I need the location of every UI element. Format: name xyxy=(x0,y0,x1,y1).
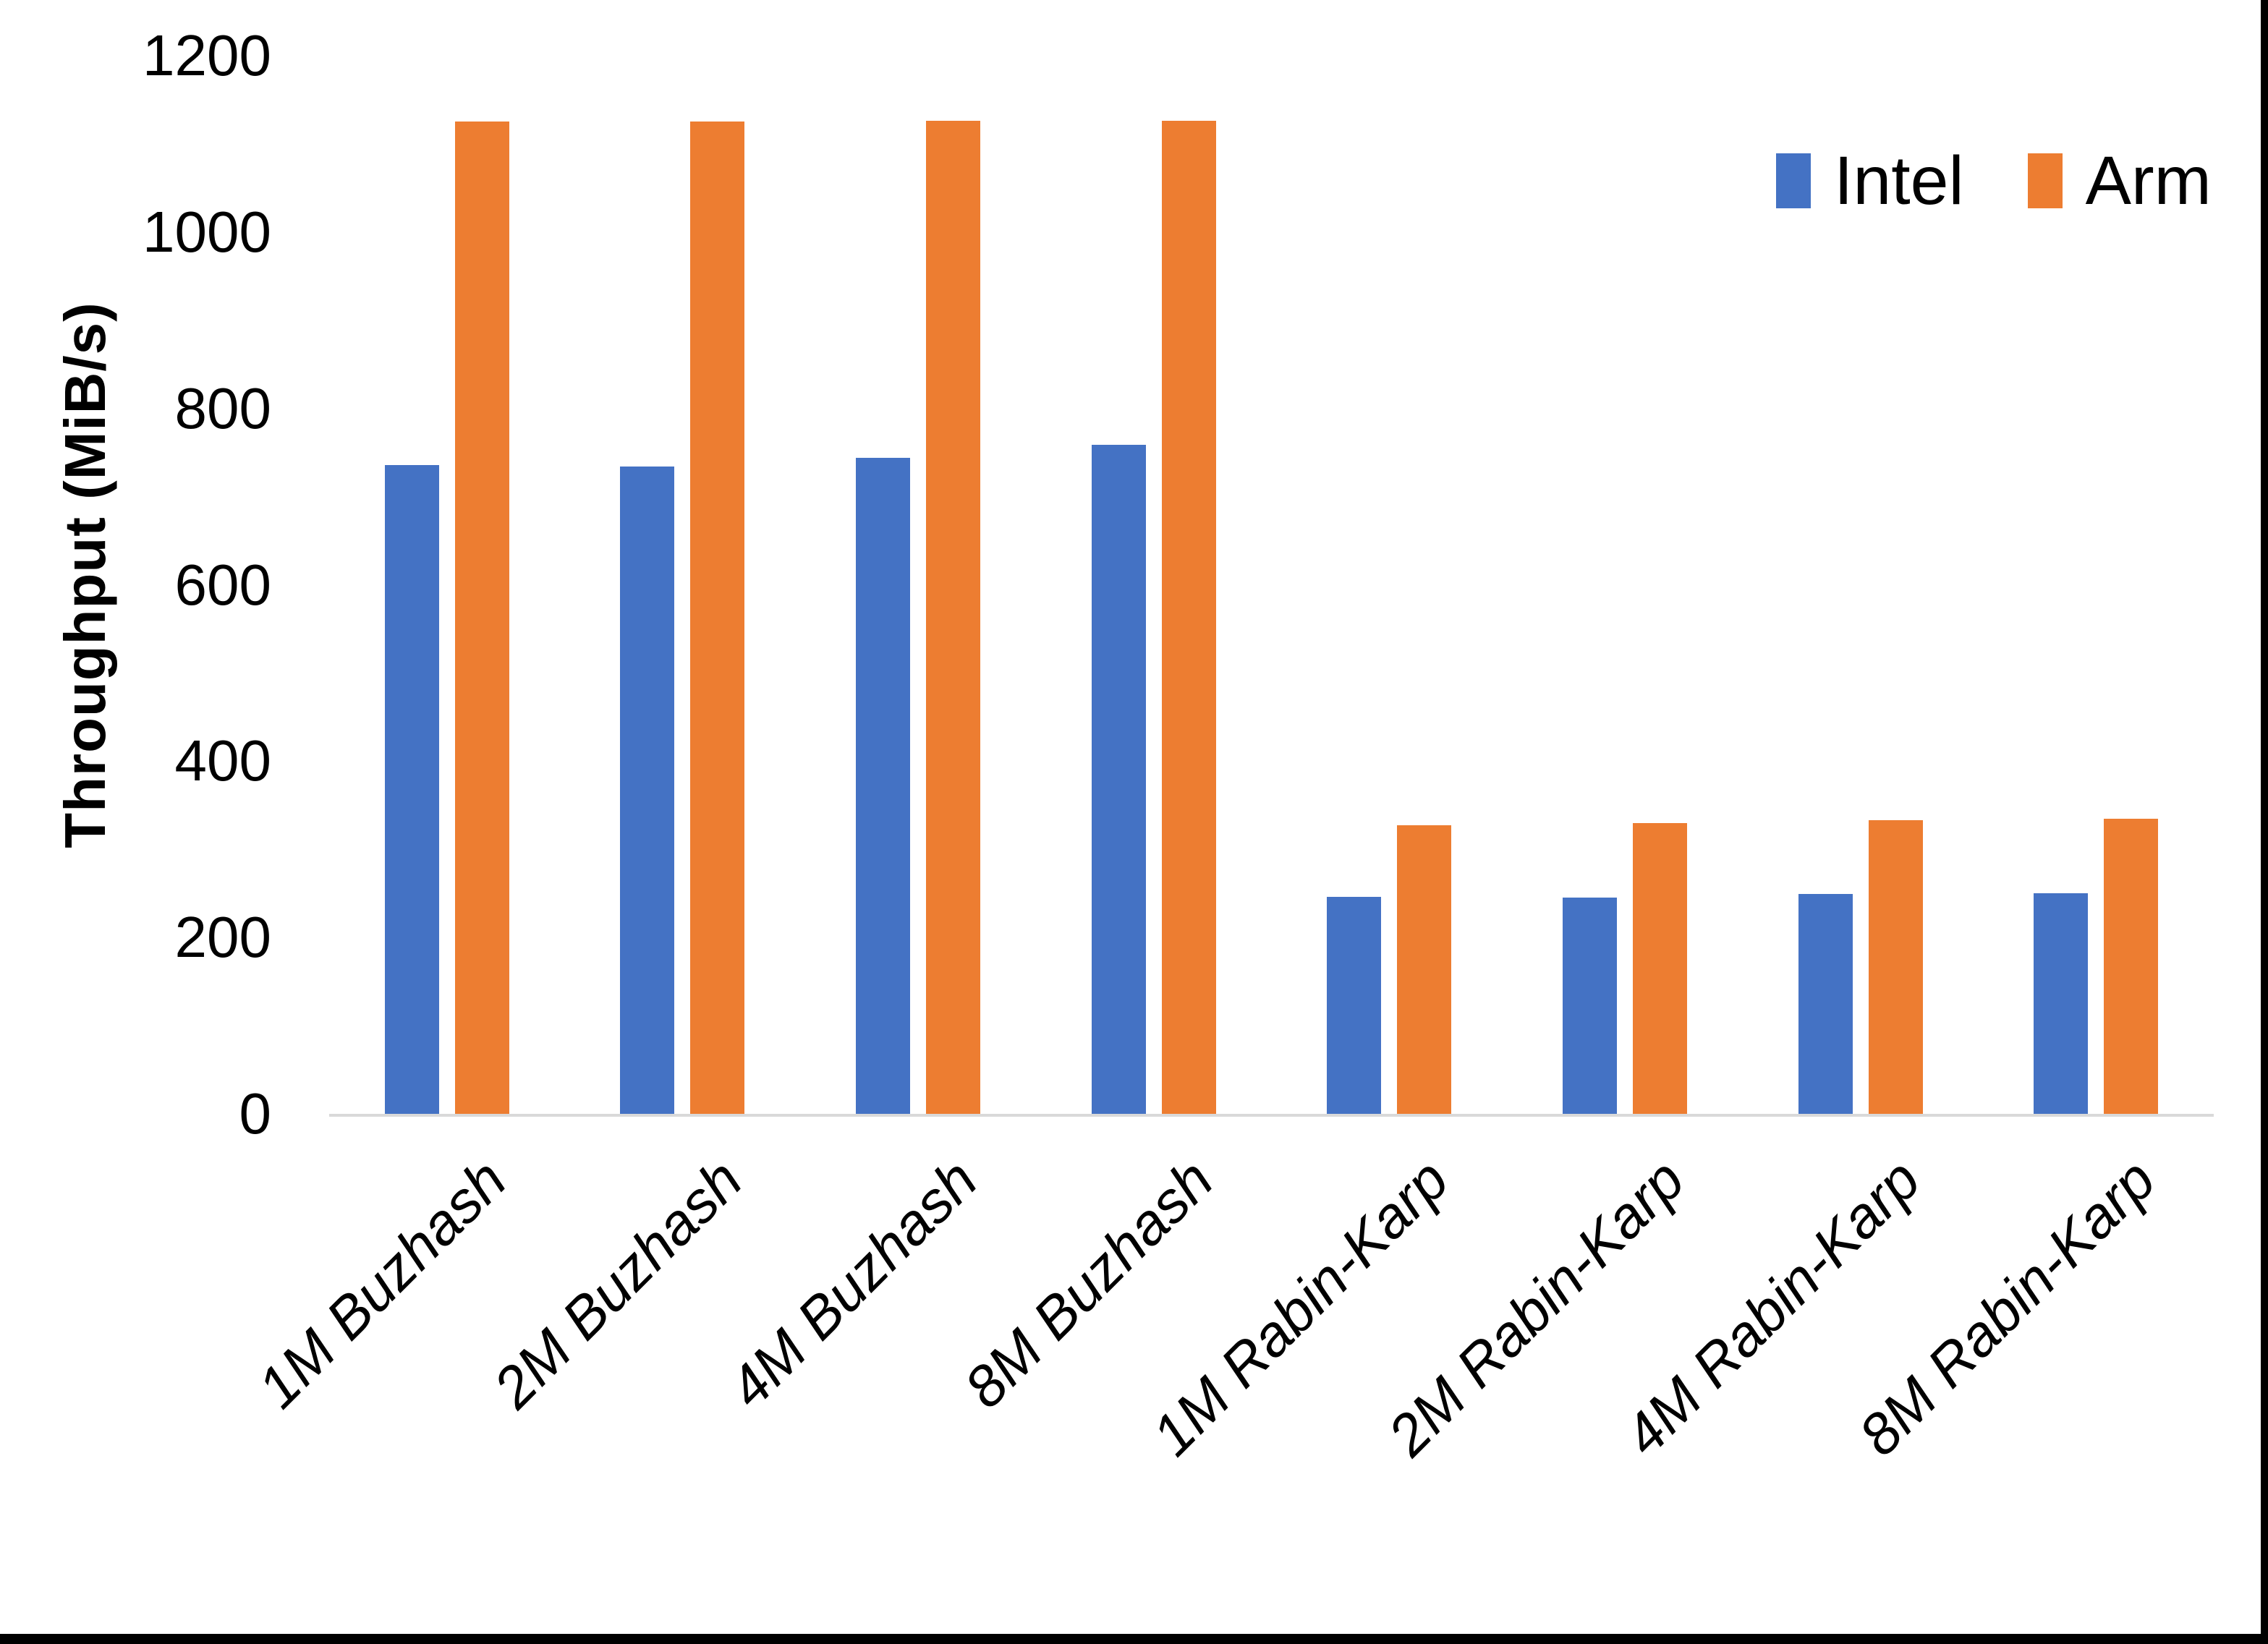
bar-arm-1m-buzhash xyxy=(454,122,509,1114)
y-axis-tick-label: 800 xyxy=(174,375,271,440)
x-axis-baseline xyxy=(329,1114,2214,1117)
bar-intel-4m-rabin-karp xyxy=(1798,894,1853,1114)
bar-arm-2m-buzhash xyxy=(690,122,745,1114)
bar-group xyxy=(800,56,1036,1114)
legend-swatch-intel xyxy=(1776,153,1811,208)
bar-arm-8m-rabin-karp xyxy=(2104,818,2159,1114)
legend-item-intel: Intel xyxy=(1776,145,1964,217)
bar-group xyxy=(1978,56,2214,1114)
x-axis-category-label: 1M Buzhash xyxy=(245,1146,519,1421)
bar-arm-4m-rabin-karp xyxy=(1868,820,1923,1114)
bar-arm-4m-buzhash xyxy=(926,121,981,1114)
bar-group xyxy=(1743,56,1979,1114)
bar-arm-2m-rabin-karp xyxy=(1632,822,1687,1114)
x-axis-category-label: 2M Buzhash xyxy=(480,1146,755,1421)
y-axis-tick-label: 1200 xyxy=(143,23,271,88)
chart-legend: Intel Arm xyxy=(1776,145,2212,217)
legend-label-arm: Arm xyxy=(2085,142,2212,219)
y-axis-tick-label: 600 xyxy=(174,552,271,617)
bar-intel-4m-buzhash xyxy=(856,457,911,1114)
y-axis-tick-label: 1000 xyxy=(143,199,271,264)
bar-group xyxy=(1507,56,1743,1114)
y-axis-tick-label: 400 xyxy=(174,728,271,793)
legend-label-intel: Intel xyxy=(1834,142,1964,219)
bar-intel-8m-buzhash xyxy=(1091,444,1146,1114)
legend-item-arm: Arm xyxy=(2027,142,2212,219)
bar-arm-1m-rabin-karp xyxy=(1397,825,1452,1114)
bar-group xyxy=(565,56,801,1114)
y-axis-tick-label: 0 xyxy=(239,1081,272,1146)
bar-intel-1m-rabin-karp xyxy=(1327,897,1382,1114)
legend-swatch-arm xyxy=(2027,153,2063,208)
y-axis-tick-label: 200 xyxy=(174,905,271,970)
bar-intel-1m-buzhash xyxy=(384,464,439,1114)
bar-intel-8m-rabin-karp xyxy=(2034,893,2089,1114)
bar-intel-2m-buzhash xyxy=(620,467,675,1114)
x-axis-category-label: 4M Buzhash xyxy=(716,1146,990,1421)
plot-area xyxy=(329,56,2214,1114)
bar-group xyxy=(1036,56,1272,1114)
bar-group xyxy=(329,56,565,1114)
bar-intel-2m-rabin-karp xyxy=(1562,898,1617,1114)
bar-arm-8m-buzhash xyxy=(1161,121,1216,1114)
bar-group xyxy=(1272,56,1508,1114)
